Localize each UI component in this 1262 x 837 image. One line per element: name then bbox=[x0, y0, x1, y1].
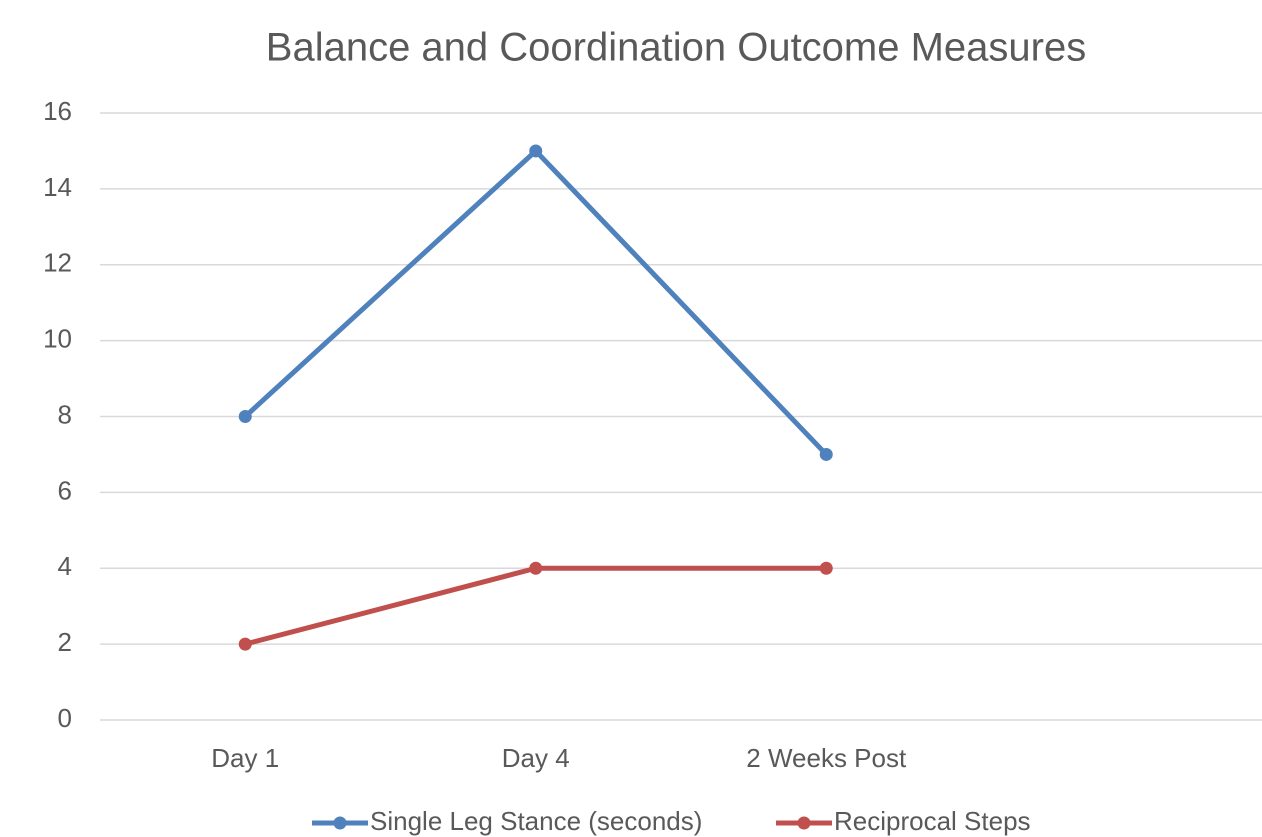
x-tick-label: Day 1 bbox=[211, 743, 279, 773]
data-point bbox=[819, 447, 833, 461]
y-tick-label: 12 bbox=[43, 248, 72, 278]
y-tick-label: 14 bbox=[43, 172, 72, 202]
y-tick-label: 16 bbox=[43, 96, 72, 126]
y-tick-label: 8 bbox=[58, 399, 72, 429]
data-point bbox=[238, 637, 252, 651]
y-tick-label: 2 bbox=[58, 627, 72, 657]
series-line bbox=[244, 565, 827, 647]
y-tick-label: 0 bbox=[58, 703, 72, 733]
data-point bbox=[819, 561, 833, 575]
y-tick-label: 10 bbox=[43, 324, 72, 354]
y-tick-label: 4 bbox=[58, 551, 72, 581]
legend-label: Single Leg Stance (seconds) bbox=[370, 806, 702, 836]
legend-marker bbox=[797, 816, 811, 830]
data-point bbox=[529, 561, 543, 575]
x-tick-label: 2 Weeks Post bbox=[746, 743, 907, 773]
x-tick-label: Day 4 bbox=[502, 743, 570, 773]
chart-title: Balance and Coordination Outcome Measure… bbox=[266, 26, 1086, 70]
series-line bbox=[243, 148, 829, 457]
legend-marker bbox=[333, 816, 347, 830]
y-tick-label: 6 bbox=[58, 475, 72, 505]
data-point bbox=[529, 144, 543, 158]
data-point bbox=[238, 410, 252, 423]
legend-label: Reciprocal Steps bbox=[834, 806, 1031, 836]
